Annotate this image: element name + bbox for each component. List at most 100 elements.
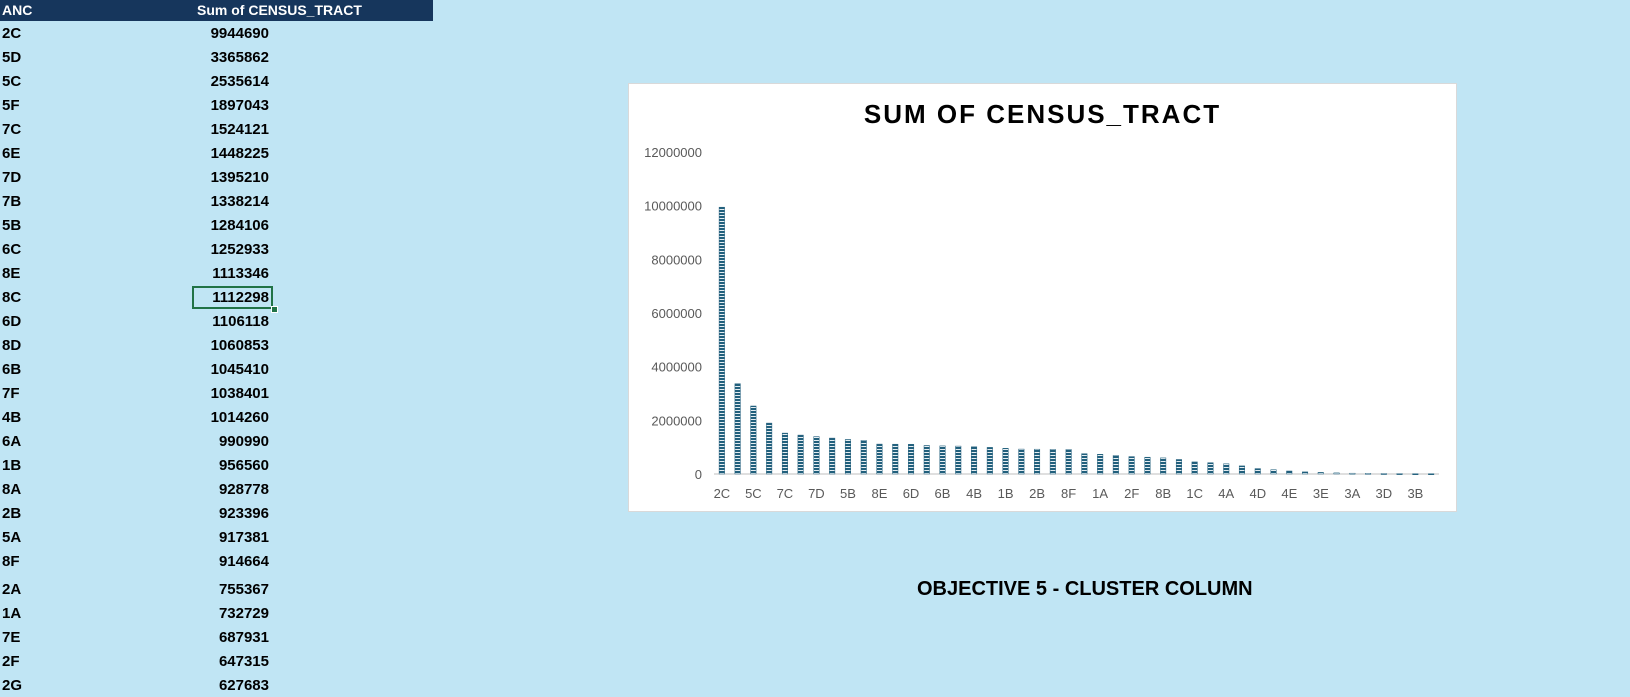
sum-cell[interactable]: 1038401 [210,385,269,402]
chart-title[interactable]: SUM OF CENSUS_TRACT [863,99,1222,129]
anc-cell[interactable]: 6A [2,433,22,450]
chart-bar[interactable] [1333,472,1340,475]
anc-cell[interactable]: 4B [2,409,22,426]
sum-cell[interactable]: 647315 [218,653,269,670]
chart-bar[interactable] [1286,470,1293,475]
anc-cell[interactable]: 2A [2,581,22,598]
chart-bar[interactable] [1097,454,1104,475]
chart-bar[interactable] [1128,456,1135,475]
table-row[interactable]: 7C 1524121 [0,117,433,141]
sum-cell[interactable]: 1252933 [210,241,269,258]
table-row[interactable]: 2F 647315 [0,649,433,673]
sum-cell[interactable]: 923396 [218,505,269,522]
table-row[interactable]: 7D 1395210 [0,165,433,189]
table-row[interactable]: 5C 2535614 [0,69,433,93]
anc-cell[interactable]: 5A [2,529,22,546]
chart-bar[interactable] [813,436,820,475]
anc-cell[interactable]: 7D [2,169,22,186]
anc-cell[interactable]: 6E [2,145,21,162]
sum-cell[interactable]: 1045410 [210,361,269,378]
sum-cell[interactable]: 1060853 [210,337,269,354]
chart-bar[interactable] [1207,462,1214,475]
chart-bar[interactable] [939,445,946,475]
chart-bar[interactable] [1160,457,1167,475]
table-row[interactable]: 6D 1106118 [0,309,433,333]
fill-handle[interactable] [271,306,278,313]
anc-cell[interactable]: 7F [2,385,20,402]
table-row[interactable]: 7E 687931 [0,625,433,649]
chart-bar[interactable] [1065,449,1072,475]
chart-bar[interactable] [766,422,773,475]
table-row[interactable]: 8E 1113346 [0,261,433,285]
chart-bar[interactable] [750,405,757,475]
chart-bar[interactable] [923,445,930,475]
sum-cell[interactable]: 928778 [218,481,269,498]
anc-cell[interactable]: 1B [2,457,22,474]
sum-cell[interactable]: 990990 [218,433,269,450]
table-row[interactable]: 4B 1014260 [0,405,433,429]
header-sum-census-tract[interactable]: Sum of CENSUS_TRACT [197,2,362,18]
table-row[interactable]: 5F 1897043 [0,93,433,117]
chart-bar[interactable] [1380,473,1387,475]
anc-cell[interactable]: 6C [2,241,22,258]
anc-cell[interactable]: 5D [2,49,22,66]
anc-cell[interactable]: 8A [2,481,22,498]
table-row[interactable]: 6E 1448225 [0,141,433,165]
chart-bar[interactable] [1396,473,1403,475]
table-row[interactable]: 2B 923396 [0,501,433,525]
table-row[interactable]: 1B 956560 [0,453,433,477]
anc-cell[interactable]: 7C [2,121,22,138]
anc-cell[interactable]: 8E [2,265,21,282]
sum-cell[interactable]: 1897043 [210,97,269,114]
chart-bar[interactable] [908,444,915,475]
chart-bar[interactable] [1223,463,1230,475]
anc-cell[interactable]: 5B [2,217,22,234]
chart-bar[interactable] [986,447,993,475]
header-anc[interactable]: ANC [2,2,33,18]
anc-cell[interactable]: 2G [2,677,23,694]
table-row[interactable]: 6B 1045410 [0,357,433,381]
active-cell-selection[interactable] [192,286,273,309]
chart-bar[interactable] [829,437,836,475]
sum-cell[interactable]: 732729 [218,605,269,622]
sum-cell[interactable]: 1106118 [212,313,269,330]
chart-bar[interactable] [844,439,851,475]
chart-bar[interactable] [971,446,978,475]
table-row[interactable]: 5D 3365862 [0,45,433,69]
anc-cell[interactable]: 7B [2,193,22,210]
chart-bar[interactable] [1428,473,1435,475]
table-row[interactable]: 7B 1338214 [0,189,433,213]
sum-cell[interactable]: 1113346 [212,265,269,282]
sum-cell[interactable]: 914664 [218,553,269,570]
chart-bar[interactable] [1002,448,1009,475]
chart-bar[interactable] [892,443,899,475]
chart-bar[interactable] [1034,448,1041,475]
sum-cell[interactable]: 687931 [218,629,269,646]
chart-bar[interactable] [1144,456,1151,475]
chart-bar[interactable] [1112,455,1119,475]
chart-bar[interactable] [1175,459,1182,475]
table-row[interactable]: 6A 990990 [0,429,433,453]
sum-cell[interactable]: 9944690 [210,25,269,42]
chart-bar[interactable] [860,440,867,475]
anc-cell[interactable]: 5C [2,73,22,90]
sum-cell[interactable]: 1338214 [210,193,269,210]
anc-cell[interactable]: 8F [2,553,20,570]
anc-cell[interactable]: 8D [2,337,22,354]
sum-cell[interactable]: 1112298 [212,289,269,306]
anc-cell[interactable]: 5F [2,97,20,114]
sum-cell[interactable]: 1395210 [210,169,269,186]
chart-bar[interactable] [1412,473,1419,475]
sum-cell[interactable]: 956560 [218,457,269,474]
chart-bar[interactable] [1238,465,1245,475]
chart-bar[interactable] [876,443,883,475]
table-row[interactable]: 2C 9944690 [0,21,433,45]
table-row[interactable]: 6C 1252933 [0,237,433,261]
anc-cell[interactable]: 2B [2,505,22,522]
chart-bar[interactable] [1049,449,1056,475]
anc-cell[interactable]: 7E [2,629,21,646]
table-row[interactable]: 8F 914664 [0,549,433,573]
chart-bar[interactable] [718,206,725,475]
chart-bar[interactable] [734,383,741,475]
table-row[interactable]: 1A 732729 [0,601,433,625]
